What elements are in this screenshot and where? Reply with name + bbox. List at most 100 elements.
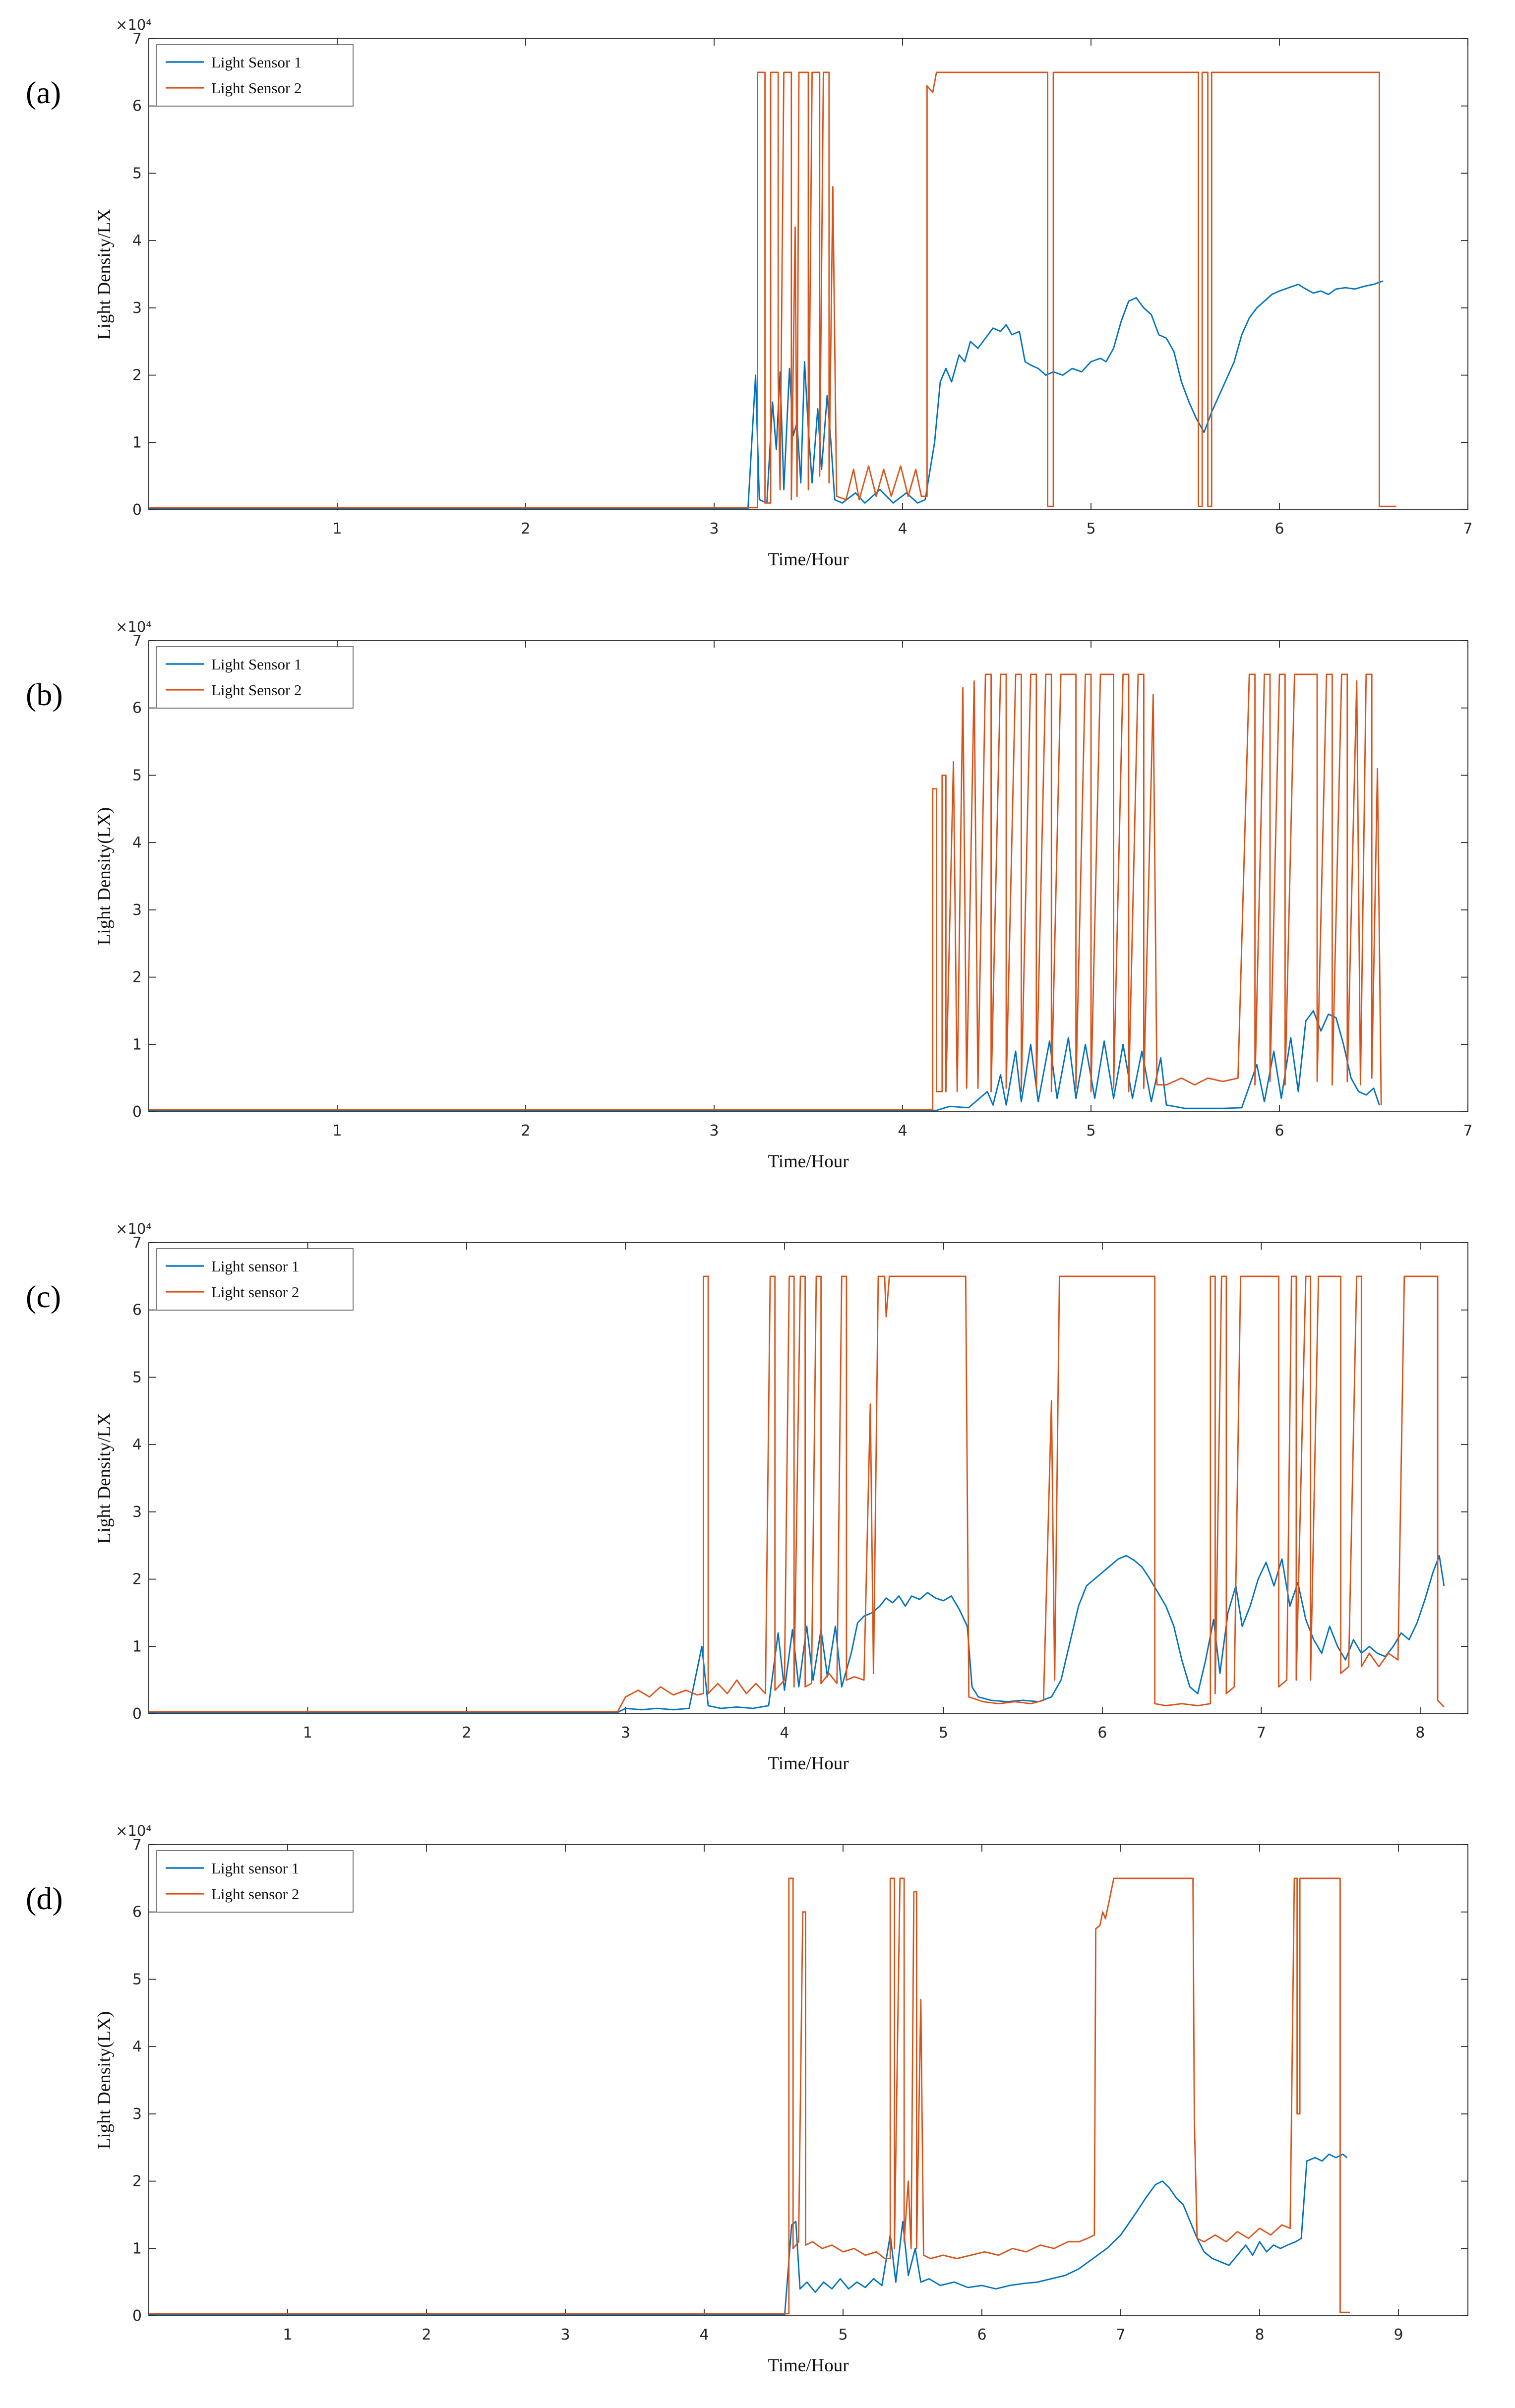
x-tick-label: 5 xyxy=(1086,1122,1095,1140)
chart-panel-c: (c) 1 2 3 4 5 6 7 8 0 1 2 3 4 5 6 7 ×10⁴ Time/Hour Light D… xyxy=(0,1204,1515,1806)
x-tick-label: 1 xyxy=(283,2326,292,2344)
panel-label-c: (c) xyxy=(26,1279,61,1314)
x-tick-label: 8 xyxy=(1415,1724,1425,1742)
x-tick-label: 9 xyxy=(1394,2326,1403,2344)
plot-box xyxy=(148,640,1468,1112)
legend-box xyxy=(156,44,354,107)
y-tick-label: 5 xyxy=(132,1369,142,1386)
series-line-1 xyxy=(149,1010,1380,1111)
y-axis-label: Light Density(LX) xyxy=(94,2011,115,2149)
y-tick-label: 0 xyxy=(132,2307,142,2325)
panel-label-a: (a) xyxy=(26,75,61,110)
y-tick-label: 4 xyxy=(132,2038,142,2055)
y-tick-label: 5 xyxy=(132,767,142,784)
x-tick-label: 4 xyxy=(780,1724,789,1742)
x-tick-label: 5 xyxy=(939,1724,948,1742)
x-tick-label: 2 xyxy=(462,1724,471,1742)
y-tick-label: 2 xyxy=(132,969,142,986)
x-axis-label: Time/Hour xyxy=(768,2355,848,2376)
x-tick-label: 5 xyxy=(838,2326,848,2344)
x-tick-label: 4 xyxy=(898,520,907,538)
panel-label-b: (b) xyxy=(26,677,63,712)
x-tick-label: 3 xyxy=(621,1724,630,1742)
y-tick-label: 2 xyxy=(132,2173,142,2190)
series-line-2 xyxy=(149,1275,1445,1713)
legend-label: Light sensor 1 xyxy=(211,1860,299,1877)
x-tick-label: 6 xyxy=(1274,1122,1284,1140)
y-tick-label: 2 xyxy=(132,367,142,384)
y-tick-label: 7 xyxy=(132,30,142,48)
plot-box xyxy=(148,38,1468,510)
chart-panel-b: (b) 1 2 3 4 5 6 7 0 1 2 3 4 5 6 7 ×10⁴ Time/Hour Light De… xyxy=(0,602,1515,1204)
legend-label: Light Sensor 2 xyxy=(211,681,302,699)
x-tick-label: 6 xyxy=(1097,1724,1107,1742)
y-tick-label: 7 xyxy=(132,1234,142,1252)
series-line-1 xyxy=(149,280,1384,509)
x-tick-label: 7 xyxy=(1463,1122,1472,1140)
chart-panel-a: (a) 1 2 3 4 5 6 7 0 1 2 3 4 5 6 7 ×10⁴ Time/Hour Light De… xyxy=(0,0,1515,602)
x-tick-label: 2 xyxy=(422,2326,431,2344)
y-tick-label: 3 xyxy=(132,2106,142,2123)
legend-label: Light sensor 2 xyxy=(211,1283,299,1301)
y-tick-label: 1 xyxy=(132,434,142,451)
y-tick-label: 7 xyxy=(132,632,142,650)
y-tick-label: 0 xyxy=(132,1103,142,1121)
legend-label: Light Sensor 2 xyxy=(211,79,302,97)
y-tick-label: 0 xyxy=(132,501,142,519)
x-axis-label: Time/Hour xyxy=(768,1151,848,1172)
x-tick-label: 5 xyxy=(1086,520,1095,538)
y-exponent-label: ×10⁴ xyxy=(116,1822,152,1839)
series-line-2 xyxy=(149,1877,1350,2315)
y-tick-label: 6 xyxy=(132,98,142,115)
y-tick-label: 6 xyxy=(132,1302,142,1319)
legend-label: Light Sensor 1 xyxy=(211,656,302,673)
y-tick-label: 4 xyxy=(132,232,142,249)
x-tick-label: 6 xyxy=(977,2326,986,2344)
y-tick-label: 0 xyxy=(132,1705,142,1723)
x-tick-label: 3 xyxy=(709,520,719,538)
x-tick-label: 4 xyxy=(898,1122,907,1140)
x-tick-label: 3 xyxy=(709,1122,719,1140)
y-tick-label: 1 xyxy=(132,1036,142,1053)
x-tick-label: 8 xyxy=(1255,2326,1264,2344)
y-tick-label: 2 xyxy=(132,1571,142,1588)
legend-box xyxy=(156,1850,354,1913)
legend-box xyxy=(156,1248,354,1311)
legend-label: Light sensor 1 xyxy=(211,1258,299,1275)
y-tick-label: 7 xyxy=(132,1836,142,1854)
x-tick-label: 7 xyxy=(1463,520,1472,538)
y-tick-label: 1 xyxy=(132,1638,142,1655)
x-tick-label: 2 xyxy=(521,1122,530,1140)
y-tick-label: 3 xyxy=(132,1504,142,1521)
legend-label: Light sensor 2 xyxy=(211,1885,299,1903)
y-axis-label: Light Density(LX) xyxy=(94,807,115,945)
plot-box xyxy=(148,1242,1468,1714)
y-tick-label: 3 xyxy=(132,300,142,317)
y-tick-label: 6 xyxy=(132,700,142,717)
y-tick-label: 4 xyxy=(132,1436,142,1453)
y-tick-label: 6 xyxy=(132,1904,142,1921)
y-axis-label: Light Density/LX xyxy=(94,209,115,340)
x-tick-label: 1 xyxy=(332,1122,342,1140)
x-tick-label: 7 xyxy=(1116,2326,1125,2344)
x-tick-label: 1 xyxy=(332,520,342,538)
y-exponent-label: ×10⁴ xyxy=(116,1220,152,1237)
y-tick-label: 1 xyxy=(132,2240,142,2257)
panel-label-d: (d) xyxy=(26,1881,63,1916)
y-tick-label: 5 xyxy=(132,165,142,182)
x-tick-label: 3 xyxy=(560,2326,570,2344)
y-tick-label: 5 xyxy=(132,1971,142,1988)
y-tick-label: 4 xyxy=(132,834,142,851)
x-tick-label: 6 xyxy=(1274,520,1284,538)
x-axis-label: Time/Hour xyxy=(768,1753,848,1774)
x-tick-label: 7 xyxy=(1257,1724,1266,1742)
chart-panel-d: (d) 1 2 3 4 5 6 7 8 9 0 1 2 3 4 5 6 7 ×10⁴ Time/Hour Light … xyxy=(0,1806,1515,2408)
legend-box xyxy=(156,646,354,709)
series-line-2 xyxy=(149,673,1382,1111)
y-exponent-label: ×10⁴ xyxy=(116,618,152,635)
x-tick-label: 2 xyxy=(521,520,530,538)
